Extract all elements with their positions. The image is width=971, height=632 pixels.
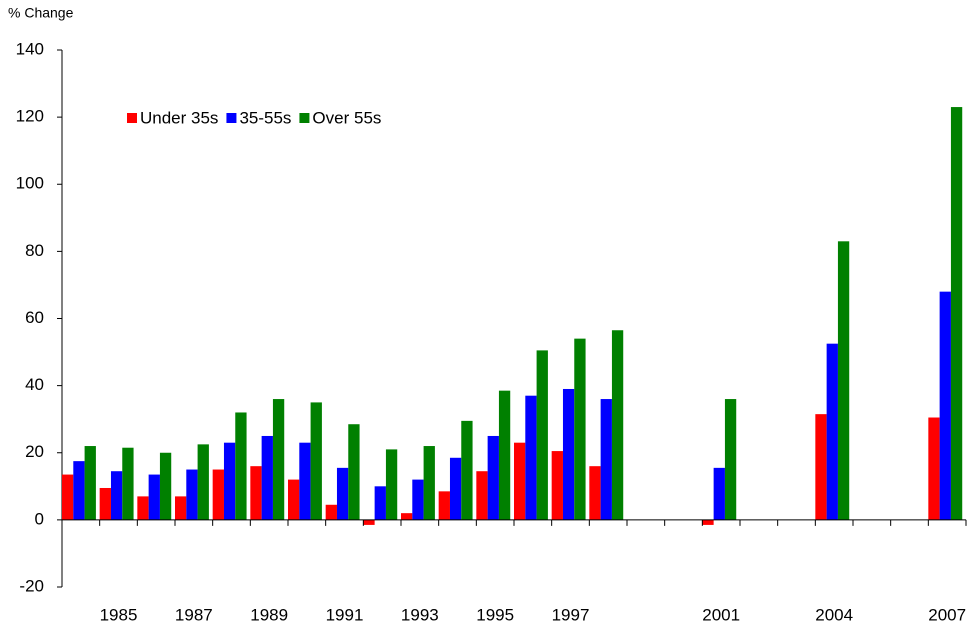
bar	[288, 479, 300, 520]
legend-swatch	[226, 113, 237, 123]
bar	[449, 457, 462, 520]
bar	[928, 417, 940, 520]
bar	[562, 388, 575, 520]
bar	[175, 496, 187, 520]
bar	[589, 466, 601, 520]
bar	[713, 467, 725, 520]
bar	[438, 491, 450, 520]
bar	[611, 330, 624, 520]
bar	[272, 399, 285, 520]
bar	[73, 461, 85, 520]
legend-label: Under 35s	[140, 108, 218, 127]
bar	[310, 402, 322, 520]
bar	[815, 414, 827, 520]
bar	[939, 291, 951, 520]
bar	[385, 449, 398, 520]
bar	[837, 241, 850, 520]
y-tick-label: 140	[16, 39, 44, 58]
y-tick-label: 100	[16, 174, 44, 193]
x-tick-label: 1997	[552, 605, 590, 624]
bar	[235, 412, 247, 520]
bar	[223, 442, 236, 520]
bar	[514, 442, 526, 520]
bar	[600, 399, 612, 520]
bar	[826, 343, 838, 520]
bar	[348, 424, 360, 520]
bar	[84, 446, 96, 520]
x-tick-label: 1995	[476, 605, 514, 624]
x-tick-label: 1993	[401, 605, 439, 624]
bar	[186, 469, 198, 520]
x-tick-label: 2007	[928, 605, 966, 624]
y-tick-label: 0	[35, 509, 44, 528]
bar	[487, 435, 499, 520]
x-tick-label: 1987	[175, 605, 213, 624]
bar	[498, 390, 511, 520]
bar	[401, 513, 413, 520]
bar	[574, 338, 586, 520]
x-tick-label: 1985	[100, 605, 138, 624]
y-tick-label: 20	[25, 442, 44, 461]
legend-swatch	[299, 113, 310, 123]
bar	[412, 479, 424, 520]
bar	[536, 350, 548, 520]
x-tick-label: 2004	[815, 605, 853, 624]
bar	[363, 519, 375, 525]
bar	[724, 399, 737, 520]
bar	[476, 471, 488, 520]
bar	[525, 395, 537, 520]
y-tick-label: 80	[25, 241, 44, 260]
bar	[122, 447, 134, 520]
bar	[299, 442, 311, 520]
bar	[137, 496, 149, 520]
bar	[197, 444, 209, 520]
bar	[702, 519, 714, 525]
bar	[461, 420, 473, 520]
x-tick-label: 1989	[250, 605, 288, 624]
bar	[212, 469, 224, 520]
x-tick-label: 1991	[326, 605, 364, 624]
y-tick-label: 40	[25, 375, 44, 394]
bar	[950, 107, 963, 520]
bar	[374, 486, 386, 520]
bar	[62, 474, 74, 520]
legend-swatch	[127, 113, 137, 123]
bar	[261, 435, 273, 520]
bar	[159, 452, 172, 520]
y-tick-label: -20	[19, 576, 44, 595]
y-axis-label: % Change	[8, 5, 74, 21]
y-tick-label: 60	[25, 308, 44, 327]
bar	[551, 451, 563, 520]
legend-label: 35-55s	[239, 108, 291, 127]
bar	[99, 487, 111, 520]
legend-label: Over 55s	[312, 108, 381, 127]
bar	[423, 446, 435, 520]
bar	[250, 466, 262, 520]
y-tick-label: 120	[16, 107, 44, 126]
bar	[148, 474, 160, 520]
bar	[110, 471, 123, 520]
x-tick-label: 2001	[702, 605, 740, 624]
bar	[325, 504, 337, 520]
bar	[336, 467, 349, 520]
